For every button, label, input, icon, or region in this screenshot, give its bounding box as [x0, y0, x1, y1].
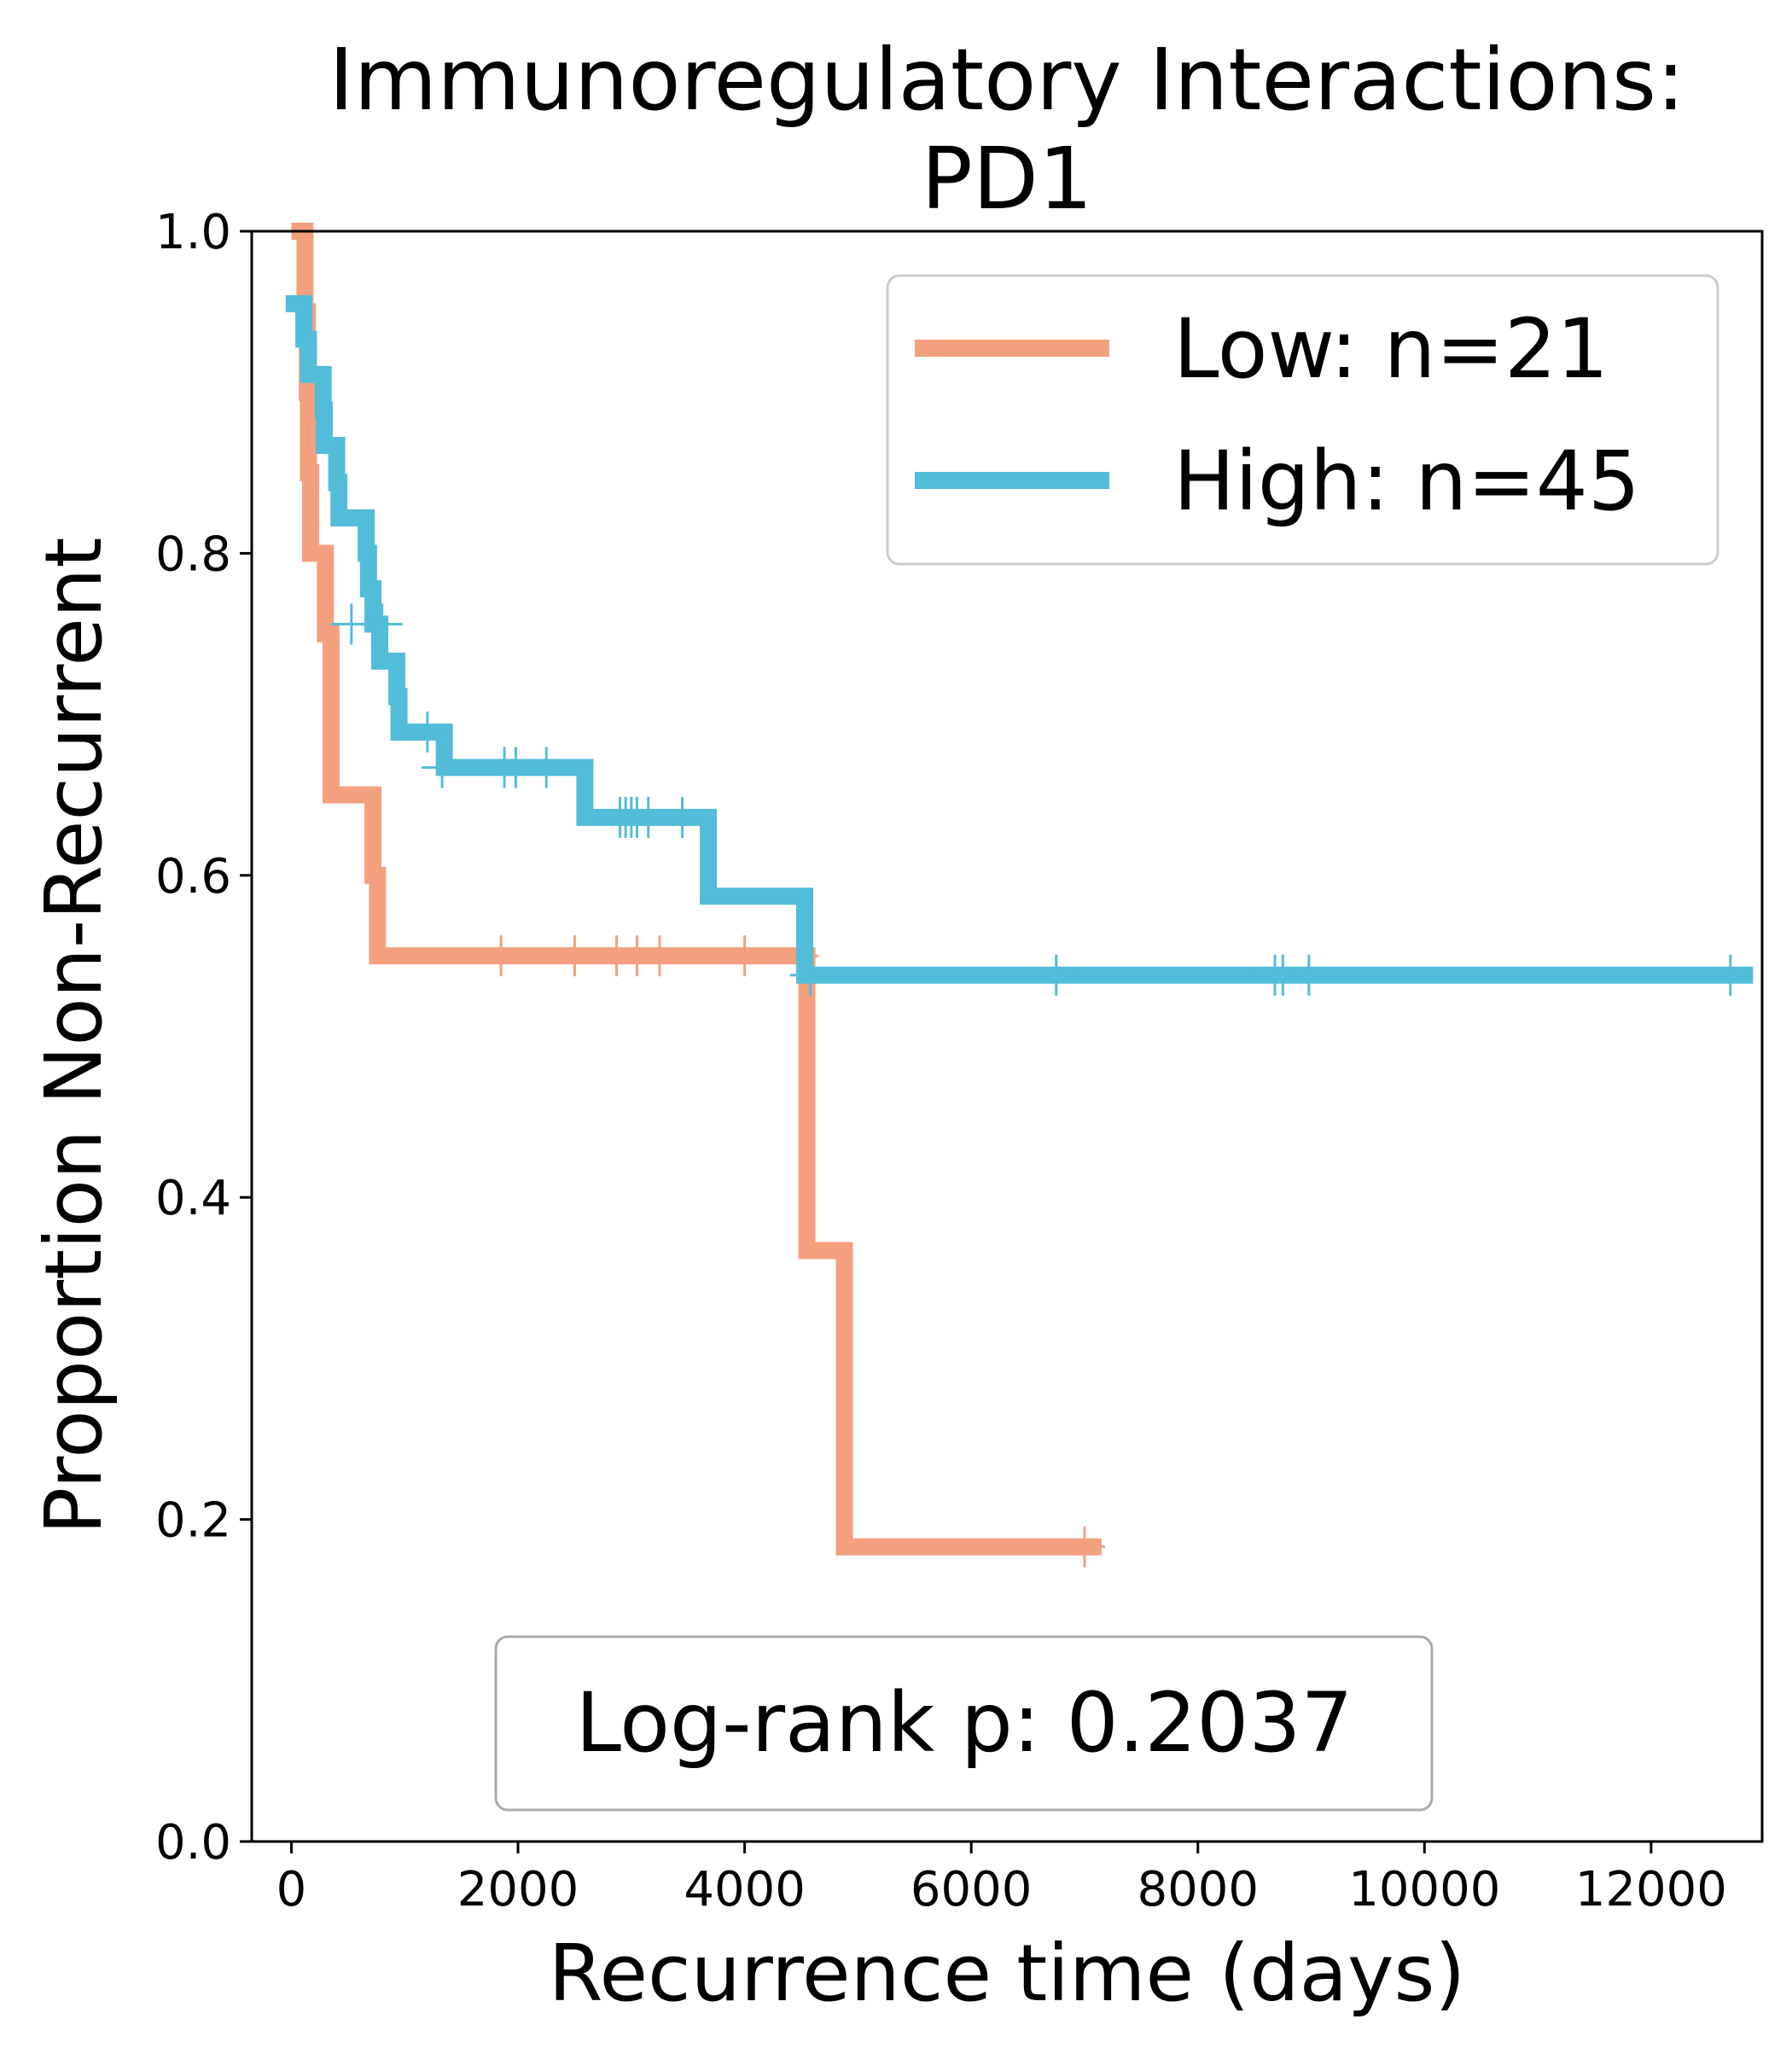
- x-tick-label-6: 12000: [1575, 1862, 1727, 1917]
- plot-frame: [250, 230, 1764, 1843]
- y-tick-label-5: 1.0: [155, 205, 231, 260]
- legend-label-high: High: n=45: [1173, 433, 1640, 529]
- y-tick-label-4: 0.8: [155, 527, 231, 582]
- y-tick-label-0: 0.0: [155, 1815, 231, 1871]
- censor-mark-1-17: [1288, 954, 1329, 996]
- x-tick-label-3: 6000: [911, 1862, 1033, 1917]
- censor-mark-0-4: [639, 935, 681, 977]
- chart-title-line1: Immunoregulatory Interactions:: [329, 30, 1684, 130]
- x-tick-label-1: 2000: [457, 1862, 579, 1917]
- y-tick-label-3: 0.6: [155, 849, 231, 905]
- censor-mark-1-14: [1035, 954, 1077, 996]
- x-axis-label: Recurrence time (days): [549, 1928, 1466, 2019]
- x-tick-label-5: 10000: [1348, 1862, 1500, 1917]
- censor-mark-0-7: [1063, 1526, 1105, 1568]
- y-tick-label-1: 0.2: [155, 1493, 231, 1549]
- censor-mark-1-12: [661, 796, 703, 838]
- x-tick-label-4: 8000: [1137, 1862, 1259, 1917]
- legend: Low: n=21 High: n=45: [886, 274, 1719, 566]
- logrank-text: Log-rank p: 0.2037: [575, 1675, 1353, 1771]
- censor-mark-1-3: [422, 747, 463, 788]
- x-tick-label-2: 4000: [684, 1862, 806, 1917]
- censor-mark-1-18: [1709, 954, 1751, 996]
- censor-mark-1-2: [406, 711, 448, 753]
- series-layer: [285, 223, 1754, 1568]
- series-line-1: [285, 294, 1754, 984]
- logrank-annotation: Log-rank p: 0.2037: [494, 1635, 1434, 1812]
- chart-title-line2: PD1: [922, 129, 1093, 229]
- x-tick-label-0: 0: [276, 1862, 307, 1917]
- censor-mark-1-6: [526, 747, 567, 788]
- y-tick-label-2: 0.4: [155, 1171, 231, 1226]
- censor-mark-1-1: [361, 603, 403, 645]
- censor-mark-0-0: [480, 935, 522, 977]
- censor-mark-1-13: [789, 954, 831, 996]
- y-axis-label: Proportion Non-Recurrent: [28, 538, 119, 1535]
- censor-mark-0-1: [554, 935, 596, 977]
- legend-label-low: Low: n=21: [1173, 301, 1609, 397]
- ticks-layer: 0 2000 4000 6000 8000 10000 12000 0.0 0.2 0.4 0.6 0…: [155, 205, 1727, 1917]
- censor-mark-0-5: [724, 935, 765, 977]
- logrank-box: [494, 1635, 1434, 1812]
